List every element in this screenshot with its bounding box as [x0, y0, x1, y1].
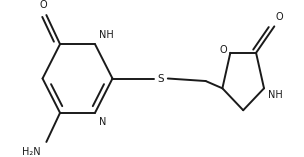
Text: O: O: [40, 0, 47, 10]
Text: NH: NH: [98, 30, 113, 40]
Text: NH: NH: [268, 90, 282, 100]
Text: O: O: [275, 12, 283, 22]
Text: S: S: [158, 73, 164, 84]
Text: H₂N: H₂N: [22, 147, 41, 157]
Text: O: O: [219, 45, 227, 55]
Text: N: N: [98, 117, 106, 127]
